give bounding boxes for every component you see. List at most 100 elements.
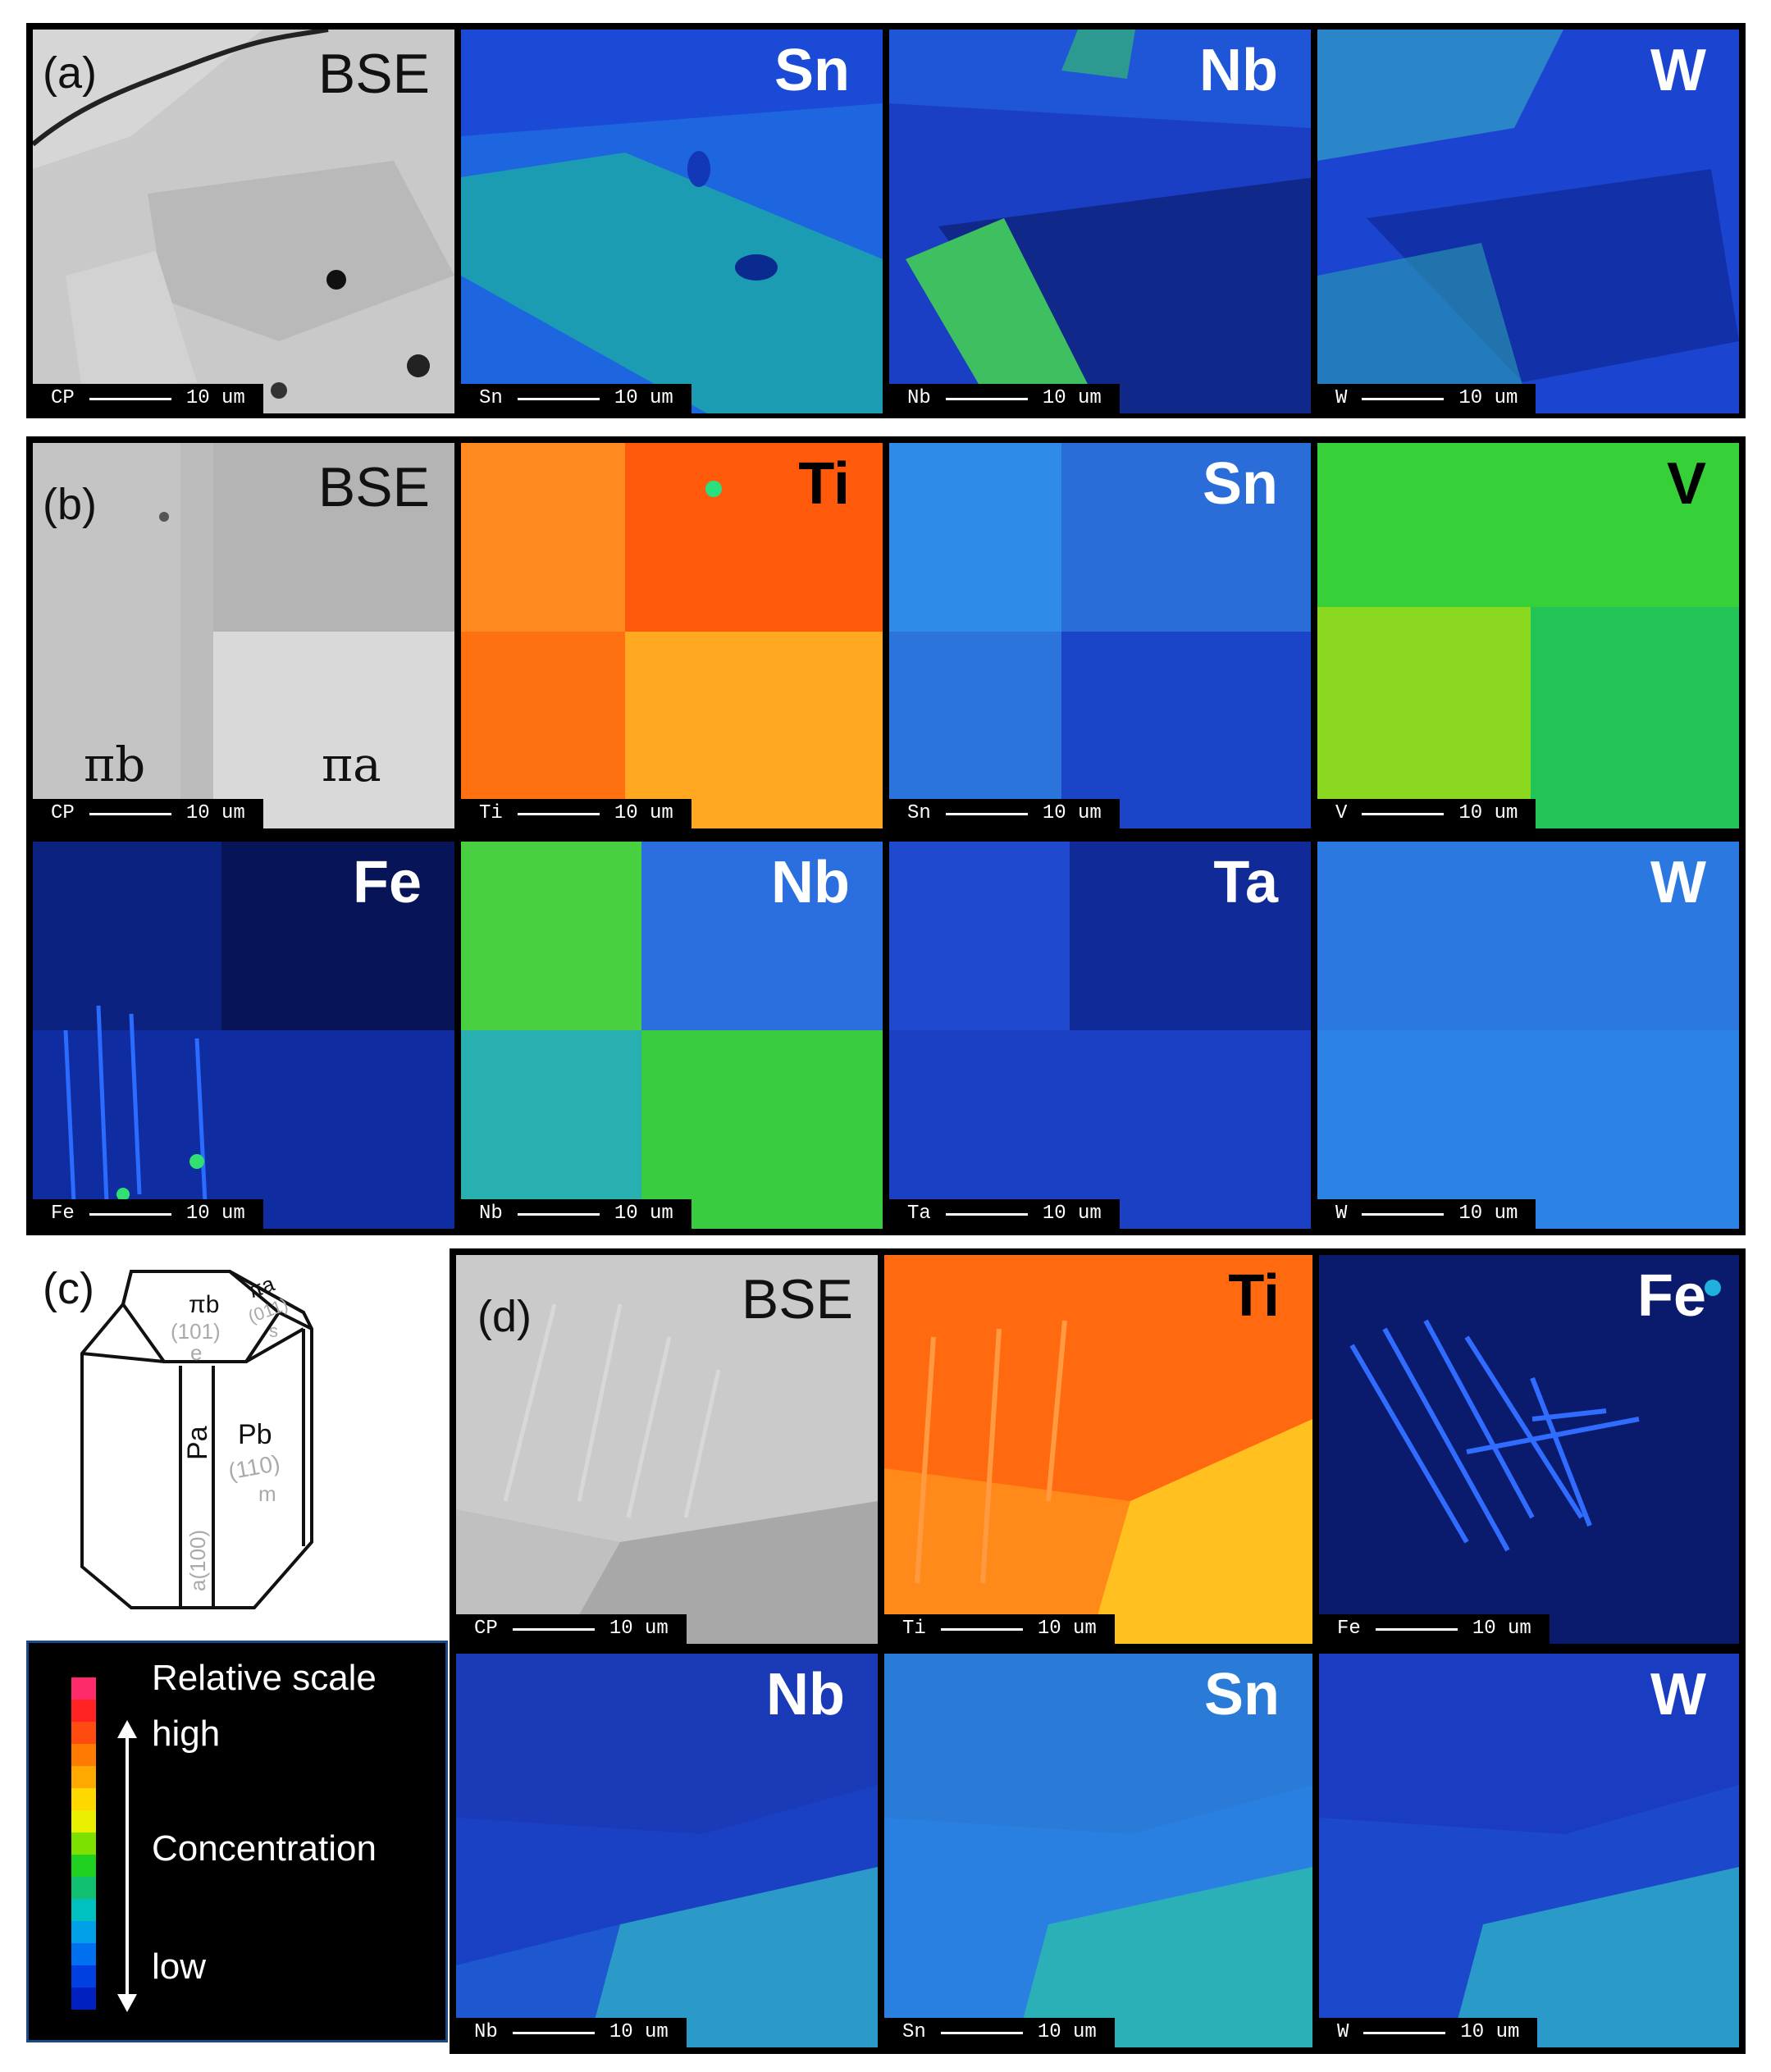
domain-label-pia: πa	[322, 737, 381, 792]
legend-color-step	[71, 1744, 96, 1767]
face-p-a: Pa	[182, 1426, 213, 1460]
scale-element: Sn	[907, 802, 931, 824]
panel-label-c: (c)	[43, 1264, 94, 1313]
scale-line	[1362, 812, 1445, 815]
scale-element: Ta	[907, 1203, 931, 1225]
scale-line	[517, 812, 600, 815]
scale-bar: Ta 10 um	[889, 1199, 1120, 1229]
scale-value: 10 um	[1460, 2021, 1520, 2043]
scale-line	[89, 397, 171, 400]
scale-value: 10 um	[1037, 1618, 1097, 1640]
scale-value: 10 um	[185, 1203, 245, 1225]
bse-label: BSE	[317, 456, 430, 518]
scale-line	[517, 1212, 600, 1216]
scale-element: Nb	[474, 2021, 498, 2043]
panel-a-nb-map: Nb Nb 10 um	[889, 30, 1311, 413]
scale-bar: Ti 10 um	[884, 1614, 1115, 1644]
panel-a-w-map: W W 10 um	[1317, 30, 1739, 413]
element-label: Sn	[774, 38, 850, 103]
panel-d-w-map: W W 10 um	[1319, 1654, 1739, 2047]
legend-color-step	[71, 1855, 96, 1878]
scale-value: 10 um	[1458, 802, 1518, 824]
legend-color-step	[71, 1988, 96, 2010]
panel-d-nb-map: Nb Nb 10 um	[456, 1654, 878, 2047]
element-label: Nb	[766, 1662, 845, 1727]
legend-color-step	[71, 1722, 96, 1745]
face-pi-b-letter: e	[190, 1340, 202, 1365]
scale-bar: Nb 10 um	[461, 1199, 692, 1229]
scale-line	[945, 1212, 1028, 1216]
legend-color-step	[71, 1677, 96, 1700]
legend-color-step	[71, 1943, 96, 1966]
scale-line	[945, 397, 1028, 400]
panel-d-ti-map: Ti Ti 10 um	[884, 1255, 1312, 1644]
scale-line	[89, 812, 171, 815]
legend-color-step	[71, 1788, 96, 1811]
scale-value: 10 um	[1458, 1203, 1518, 1225]
scale-line	[1362, 1212, 1445, 1216]
panel-label-d: (d)	[477, 1292, 532, 1341]
scale-value: 10 um	[1042, 387, 1102, 409]
crystal-diagram: πb (101) e πa (011) s Pb (110) m Pa a(10…	[80, 1270, 313, 1609]
scale-value: 10 um	[614, 802, 673, 824]
face-pi-b-index: (101)	[171, 1319, 221, 1344]
scale-element: Sn	[902, 2021, 926, 2043]
scale-bar: W 10 um	[1319, 2018, 1538, 2047]
panel-label-a: (a)	[43, 48, 97, 98]
element-label: Fe	[1636, 1263, 1706, 1329]
scale-element: W	[1337, 2021, 1349, 2043]
scale-element: W	[1335, 387, 1348, 409]
element-label: W	[1650, 1662, 1706, 1727]
scale-element: Fe	[1337, 1618, 1361, 1640]
scale-line	[1363, 2031, 1446, 2034]
legend-color-step	[71, 1832, 96, 1855]
scale-line	[512, 2031, 595, 2034]
scale-line	[1375, 1627, 1458, 1631]
panel-b-ti-map: Ti Ti 10 um	[461, 443, 883, 828]
scale-value: 10 um	[1458, 387, 1518, 409]
scale-bar: CP 10 um	[456, 1614, 687, 1644]
face-pi-a-letter: s	[269, 1321, 278, 1341]
panel-b-bse-map: BSE πb πa CP 10 um	[33, 443, 454, 828]
scale-bar: CP 10 um	[33, 799, 263, 828]
panel-d-sn-map: Sn Sn 10 um	[884, 1654, 1312, 2047]
panel-b-w-map: W W 10 um	[1317, 842, 1739, 1229]
scale-line	[1362, 397, 1445, 400]
element-label: Ti	[798, 451, 850, 517]
face-p-a-index: a(100)	[185, 1530, 210, 1591]
face-p-b-index: (110)	[226, 1450, 282, 1485]
element-label: W	[1650, 38, 1706, 103]
scale-value: 10 um	[1042, 1203, 1102, 1225]
scale-value: 10 um	[185, 802, 245, 824]
legend-color-step	[71, 1965, 96, 1988]
legend-color-step	[71, 1700, 96, 1723]
scale-element: W	[1335, 1203, 1348, 1225]
scale-bar: Fe 10 um	[1319, 1614, 1550, 1644]
legend-high: high	[152, 1714, 221, 1754]
scale-bar: W 10 um	[1317, 1199, 1536, 1229]
scale-value: 10 um	[609, 1618, 669, 1640]
face-p-b: Pb	[238, 1419, 272, 1450]
legend-middle: Concentration	[152, 1828, 377, 1869]
scale-element: Fe	[51, 1203, 75, 1225]
scale-bar: Nb 10 um	[889, 384, 1120, 413]
element-label: Nb	[771, 850, 850, 915]
scale-element: Sn	[479, 387, 503, 409]
element-label: Fe	[352, 850, 422, 915]
panel-d-bse-map: BSE CP 10 um	[456, 1255, 878, 1644]
panel-b-v-map: V V 10 um	[1317, 443, 1739, 828]
scale-value: 10 um	[614, 1203, 673, 1225]
scale-bar: W 10 um	[1317, 384, 1536, 413]
element-label: Sn	[1202, 451, 1278, 517]
legend-arrow	[117, 1720, 137, 2012]
legend-title: Relative scale	[152, 1658, 377, 1698]
scale-line	[940, 2031, 1023, 2034]
face-pi-b: πb	[189, 1291, 219, 1318]
scale-element: CP	[474, 1618, 498, 1640]
scale-bar: Fe 10 um	[33, 1199, 263, 1229]
element-label: Ta	[1213, 850, 1278, 915]
legend-color-step	[71, 1899, 96, 1922]
element-label: W	[1650, 850, 1706, 915]
scale-line	[945, 812, 1028, 815]
panel-b-nb-map: Nb Nb 10 um	[461, 842, 883, 1229]
